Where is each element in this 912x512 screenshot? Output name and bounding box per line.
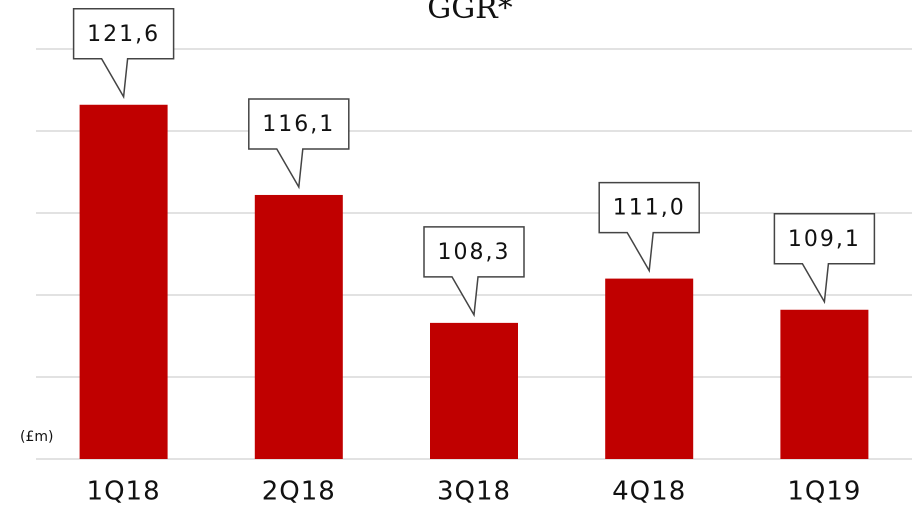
x-tick-label: 1Q19 — [787, 477, 861, 507]
x-tick-label: 2Q18 — [262, 477, 336, 507]
bar — [780, 309, 869, 459]
callout — [598, 181, 700, 273]
chart-title: GGR* — [427, 0, 513, 26]
unit-label: (£m) — [20, 429, 53, 445]
x-tick-label: 1Q18 — [87, 477, 161, 507]
data-label: 108,3 — [438, 240, 511, 265]
data-label: 116,1 — [262, 112, 335, 137]
x-tick-label: 4Q18 — [612, 477, 686, 507]
data-label: 111,0 — [613, 196, 686, 221]
callout — [72, 8, 175, 100]
x-tick-label: 3Q18 — [437, 477, 511, 507]
callout — [423, 226, 525, 318]
bar — [605, 278, 694, 459]
callout — [773, 213, 876, 305]
callout — [248, 98, 350, 190]
bar — [79, 104, 168, 459]
bar — [430, 322, 518, 459]
data-label: 109,1 — [788, 227, 861, 252]
data-label: 121,6 — [87, 22, 160, 47]
bar — [254, 194, 343, 459]
